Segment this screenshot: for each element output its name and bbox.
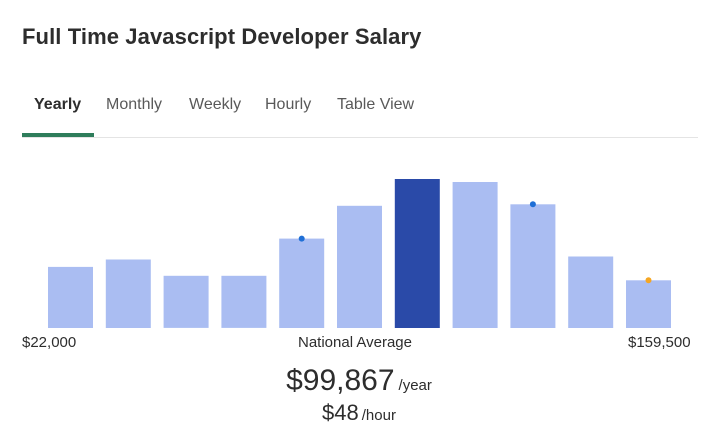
bar-7[interactable]	[452, 182, 498, 328]
tab-hourly[interactable]: Hourly	[265, 96, 312, 113]
tab-yearly[interactable]: Yearly	[34, 96, 82, 113]
page-title: Full Time Javascript Developer Salary	[22, 24, 422, 49]
bar-8[interactable]	[510, 204, 556, 328]
pay-period-tabs: Yearly Monthly Weekly Hourly Table View	[22, 86, 698, 138]
active-tab-indicator	[22, 133, 94, 137]
range-min-label: $22,000	[22, 334, 77, 351]
range-max-label: $159,500	[628, 334, 691, 351]
bar-marker-0	[298, 235, 305, 242]
bar-national-average[interactable]	[394, 179, 440, 328]
bar-4[interactable]	[279, 238, 325, 328]
bar-5[interactable]	[337, 205, 382, 328]
bar-0[interactable]	[48, 266, 93, 328]
bar-9[interactable]	[568, 256, 614, 329]
bar-1[interactable]	[105, 259, 151, 329]
bar-marker-2	[645, 277, 652, 284]
salary-distribution-chart	[48, 179, 671, 329]
national-average-label: National Average	[298, 334, 412, 351]
tab-weekly[interactable]: Weekly	[189, 96, 242, 113]
bar-marker-1	[529, 201, 536, 208]
average-hourly-pay: $48/hour	[0, 400, 718, 426]
bar-10[interactable]	[626, 280, 671, 328]
tab-monthly[interactable]: Monthly	[106, 96, 163, 113]
bar-3[interactable]	[221, 275, 267, 328]
yearly-unit: /year	[398, 377, 432, 394]
average-yearly-pay: $99,867/year	[0, 364, 718, 398]
yearly-amount: $99,867	[286, 364, 395, 397]
bar-2[interactable]	[163, 275, 209, 328]
hourly-amount: $48	[322, 400, 359, 425]
hourly-unit: /hour	[361, 407, 396, 424]
tab-table-view[interactable]: Table View	[337, 96, 415, 113]
